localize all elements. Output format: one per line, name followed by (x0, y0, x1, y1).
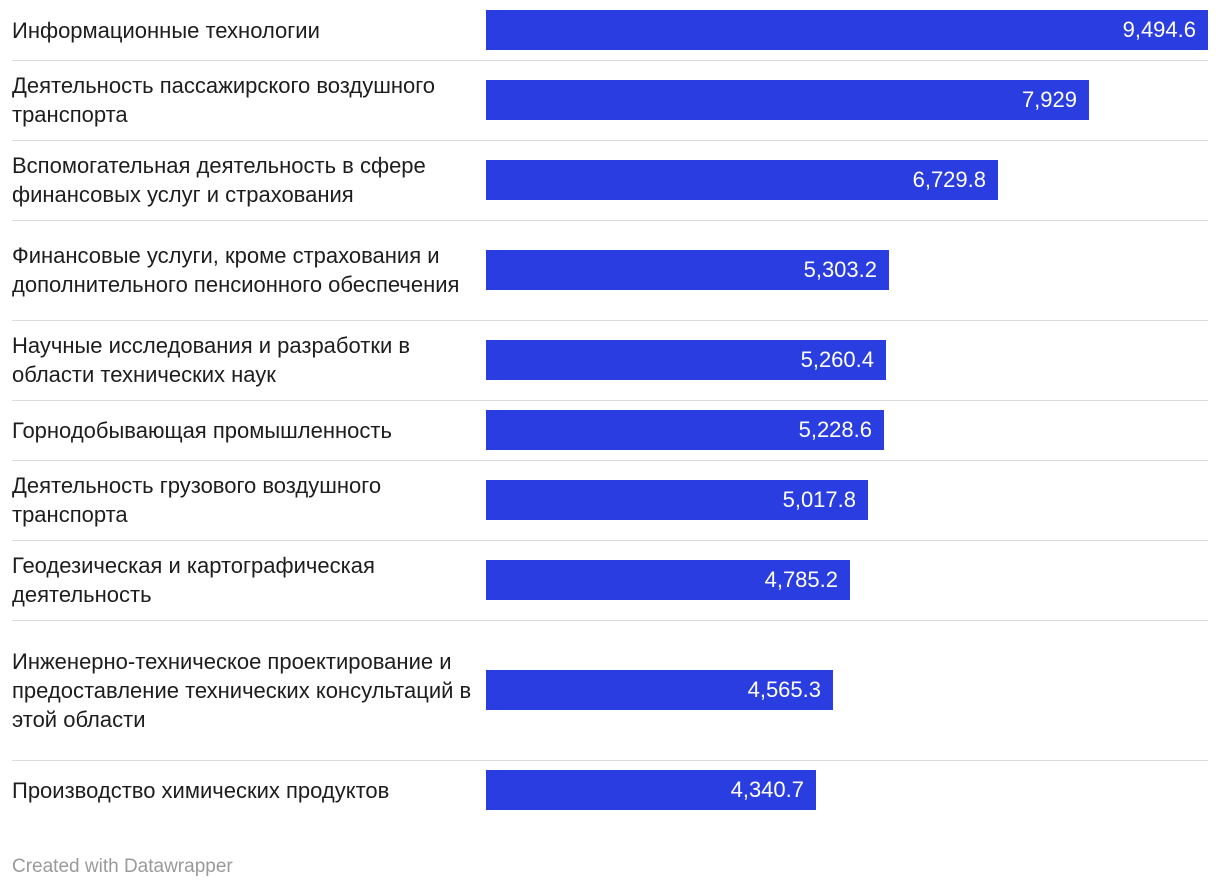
category-label: Инженерно-техническое проектирование и п… (12, 649, 472, 732)
row-divider (12, 760, 1208, 761)
category-label: Геодезическая и картографическая деятель… (12, 553, 375, 607)
category-label: Горнодобывающая промышленность (12, 418, 392, 443)
bar: 5,017.8 (486, 480, 868, 520)
bar-value-label: 5,260.4 (800, 347, 874, 372)
bar-value-label: 9,494.6 (1122, 17, 1196, 42)
chart-row: Вспомогательная деятельность в сфере фин… (12, 150, 1208, 210)
category-label: Вспомогательная деятельность в сфере фин… (12, 153, 426, 207)
bar-value-label: 4,565.3 (747, 677, 821, 702)
datawrapper-credit[interactable]: Created with Datawrapper (12, 856, 233, 877)
chart-row: Горнодобывающая промышленность 5,228.6 (12, 410, 1208, 450)
row-divider (12, 60, 1208, 61)
bar: 6,729.8 (486, 160, 998, 200)
bar-value-label: 4,785.2 (764, 567, 838, 592)
row-divider (12, 400, 1208, 401)
category-label: Информационные технологии (12, 18, 320, 43)
category-label: Научные исследования и разработки в обла… (12, 333, 411, 387)
bar: 5,228.6 (486, 410, 884, 450)
chart-row: Научные исследования и разработки в обла… (12, 330, 1208, 390)
bar-chart: Информационные технологии 9,494.6 Деятельн… (12, 10, 1208, 810)
chart-row: Деятельность пассажирского воздушного тр… (12, 70, 1208, 130)
bar-value-label: 4,340.7 (730, 777, 804, 802)
chart-row: Геодезическая и картографическая деятель… (12, 550, 1208, 610)
row-divider (12, 540, 1208, 541)
chart-row: Инженерно-техническое проектирование и п… (12, 630, 1208, 750)
row-divider (12, 460, 1208, 461)
bar-value-label: 5,228.6 (798, 417, 872, 442)
bar: 5,260.4 (486, 340, 886, 380)
chart-row: Информационные технологии 9,494.6 (12, 10, 1208, 50)
category-label: Деятельность пассажирского воздушного тр… (12, 73, 436, 127)
category-label: Производство химических продуктов (12, 778, 390, 803)
bar-value-label: 5,303.2 (803, 257, 877, 282)
bar: 4,340.7 (486, 770, 816, 810)
category-label: Деятельность грузового воздушного трансп… (12, 473, 382, 527)
bar-value-label: 5,017.8 (782, 487, 856, 512)
category-label: Финансовые услуги, кроме страхования и д… (12, 243, 460, 297)
row-divider (12, 220, 1208, 221)
bar: 9,494.6 (486, 10, 1208, 50)
chart-row: Производство химических продуктов 4,340.7 (12, 770, 1208, 810)
bar: 4,565.3 (486, 670, 833, 710)
bar-value-label: 6,729.8 (912, 167, 986, 192)
chart-row: Финансовые услуги, кроме страхования и д… (12, 230, 1208, 310)
bar: 5,303.2 (486, 250, 889, 290)
row-divider (12, 620, 1208, 621)
bar-value-label: 7,929 (1021, 87, 1077, 112)
bar: 7,929 (486, 80, 1089, 120)
chart-row: Деятельность грузового воздушного трансп… (12, 470, 1208, 530)
bar: 4,785.2 (486, 560, 850, 600)
row-divider (12, 320, 1208, 321)
row-divider (12, 140, 1208, 141)
